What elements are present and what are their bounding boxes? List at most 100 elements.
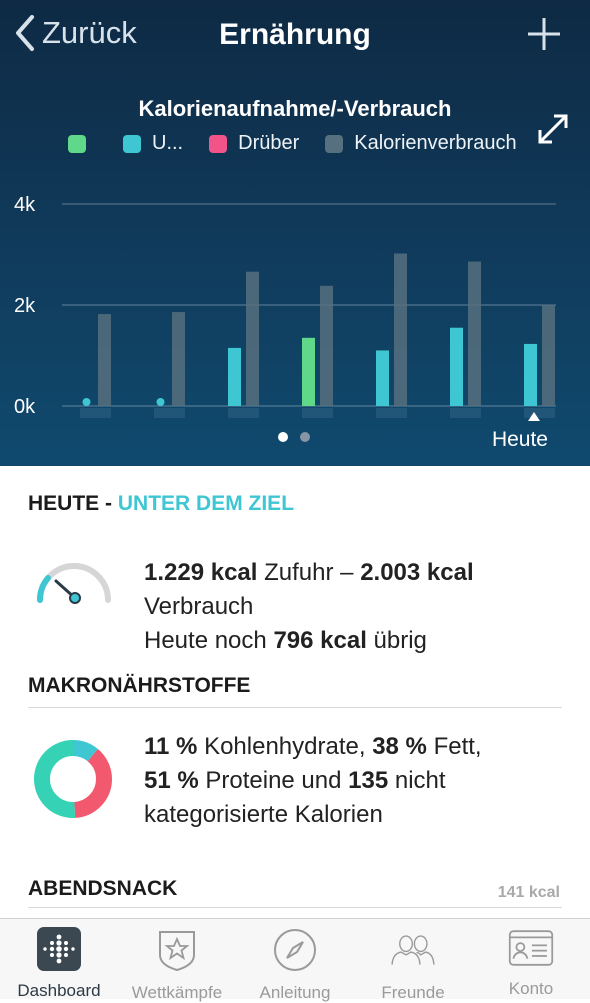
fat-segment (34, 740, 112, 818)
tab-label: Wettkämpfe (131, 983, 223, 1002)
intake-word: Zufuhr (264, 559, 334, 586)
tab-dashboard[interactable]: Dashboard (0, 919, 118, 1000)
bar-reflection (376, 408, 407, 418)
page-indicator[interactable] (278, 432, 322, 442)
burn-bar[interactable] (246, 271, 259, 406)
remaining-prefix: Heute noch (144, 627, 267, 654)
tab-label: Dashboard (17, 981, 101, 1000)
intake-bar[interactable] (450, 327, 463, 406)
chevron-left-icon (16, 15, 34, 51)
remaining-value: 796 kcal (273, 627, 367, 654)
legend-label: Kalorienverbrauch (354, 132, 517, 154)
page-dot[interactable] (300, 432, 310, 442)
bar-reflection (450, 408, 481, 418)
burn-value: 2.003 kcal (360, 559, 474, 586)
y-tick-label: 4k (14, 194, 36, 216)
legend-label: U... (152, 132, 184, 154)
dashboard-icon (36, 927, 82, 971)
protein-segment (34, 740, 112, 818)
macros-line-2: 51 % Proteine und 135 nicht (144, 764, 482, 798)
chart-legend: U... Drüber Kalorienverbrauch (68, 132, 543, 155)
legend-item-burn: Kalorienverbrauch (325, 132, 517, 155)
y-tick-label: 0k (14, 396, 36, 418)
burn-bar[interactable] (468, 261, 481, 406)
calorie-bar-chart[interactable]: 0k 2k 4k (0, 180, 590, 425)
today-heading: HEUTE - UNTER DEM ZIEL (28, 492, 294, 516)
tab-label: Freunde (381, 983, 445, 1002)
back-button[interactable]: Zurück (14, 14, 137, 52)
protein-label: Proteine und (205, 767, 342, 794)
tab-label: Anleitung (259, 983, 331, 1002)
star-badge-icon (154, 927, 200, 973)
today-status: UNTER DEM ZIEL (117, 492, 295, 515)
page-dot-active[interactable] (278, 432, 288, 442)
divider (28, 707, 562, 708)
chart-header-area: Zurück Ernährung Kalorienaufnahme/-Verbr… (0, 0, 590, 466)
bar-reflection (302, 408, 333, 418)
intake-bar[interactable] (228, 347, 241, 406)
y-tick-label: 2k (14, 295, 36, 317)
tab-label: Konto (508, 979, 554, 998)
meal-heading[interactable]: ABENDSNACK (28, 877, 178, 900)
tab-account[interactable]: Konto (472, 919, 590, 999)
macros-heading: MAKRONÄHRSTOFFE (28, 674, 251, 697)
legend-swatch (209, 134, 228, 153)
add-icon[interactable] (526, 16, 562, 52)
burn-bar[interactable] (172, 312, 185, 406)
legend-swatch (123, 134, 141, 153)
account-card-icon (508, 927, 554, 969)
intake-bar[interactable] (82, 398, 91, 406)
uncategorized-label: nicht (394, 767, 446, 794)
friends-icon (390, 927, 436, 973)
legend-swatch (68, 134, 86, 153)
compass-icon (272, 927, 318, 973)
macros-donut-chart (34, 740, 112, 818)
chart-title: Kalorienaufnahme/-Verbrauch (138, 96, 452, 121)
divider (28, 907, 562, 908)
page-title: Ernährung (219, 18, 371, 51)
uncategorized-kcal: 135 (348, 767, 389, 794)
intake-bar[interactable] (302, 337, 315, 406)
bar-reflection (228, 408, 259, 418)
meal-kcal: 141 kcal (497, 884, 560, 901)
carbs-label: Kohlenhydrate, (204, 733, 366, 760)
tab-friends[interactable]: Freunde (354, 919, 472, 1002)
burn-bar[interactable] (320, 285, 333, 406)
intake-value: 1.229 kcal (144, 559, 258, 586)
tab-challenges[interactable]: Wettkämpfe (118, 919, 236, 1002)
today-label: Heute (491, 428, 548, 451)
burn-bar[interactable] (542, 304, 555, 406)
protein-pct: 51 % (144, 767, 199, 794)
today-heading-label: HEUTE (28, 492, 100, 515)
intake-line: 1.229 kcal Zufuhr – 2.003 kcal (144, 556, 474, 590)
uncategorized-label-2: kategorisierte Kalorien (144, 801, 383, 828)
burn-word: Verbrauch (144, 593, 254, 620)
back-label: Zurück (42, 15, 137, 50)
legend-label: Drüber (238, 132, 300, 154)
remaining-line: Heute noch 796 kcal übrig (144, 624, 474, 658)
expand-icon[interactable] (536, 112, 570, 146)
today-calorie-summary: 1.229 kcal Zufuhr – 2.003 kcal Verbrauch… (144, 556, 474, 658)
intake-bar[interactable] (156, 398, 165, 406)
legend-item-under: U... (123, 132, 183, 155)
bar-reflection (80, 408, 111, 418)
carbs-pct: 11 % (144, 733, 198, 760)
macros-line-1: 11 % Kohlenhydrate, 38 % Fett, (144, 730, 482, 764)
remaining-suffix: übrig (373, 627, 427, 654)
bar-reflection (154, 408, 185, 418)
legend-swatch (325, 134, 344, 153)
legend-item-goal (68, 134, 97, 153)
macros-summary: 11 % Kohlenhydrate, 38 % Fett, 51 % Prot… (144, 730, 482, 832)
heading-separator: - (99, 492, 118, 515)
fat-label: Fett, (433, 733, 482, 760)
burn-bar[interactable] (394, 253, 407, 406)
intake-bar[interactable] (524, 343, 537, 406)
dash: – (340, 559, 354, 586)
calorie-gauge-icon (36, 563, 111, 604)
legend-item-over: Drüber (209, 132, 299, 155)
fat-pct: 38 % (372, 733, 427, 760)
burn-bar[interactable] (98, 314, 111, 406)
intake-bar[interactable] (376, 350, 389, 406)
tab-guidance[interactable]: Anleitung (236, 919, 354, 1002)
today-marker-icon (528, 412, 540, 421)
